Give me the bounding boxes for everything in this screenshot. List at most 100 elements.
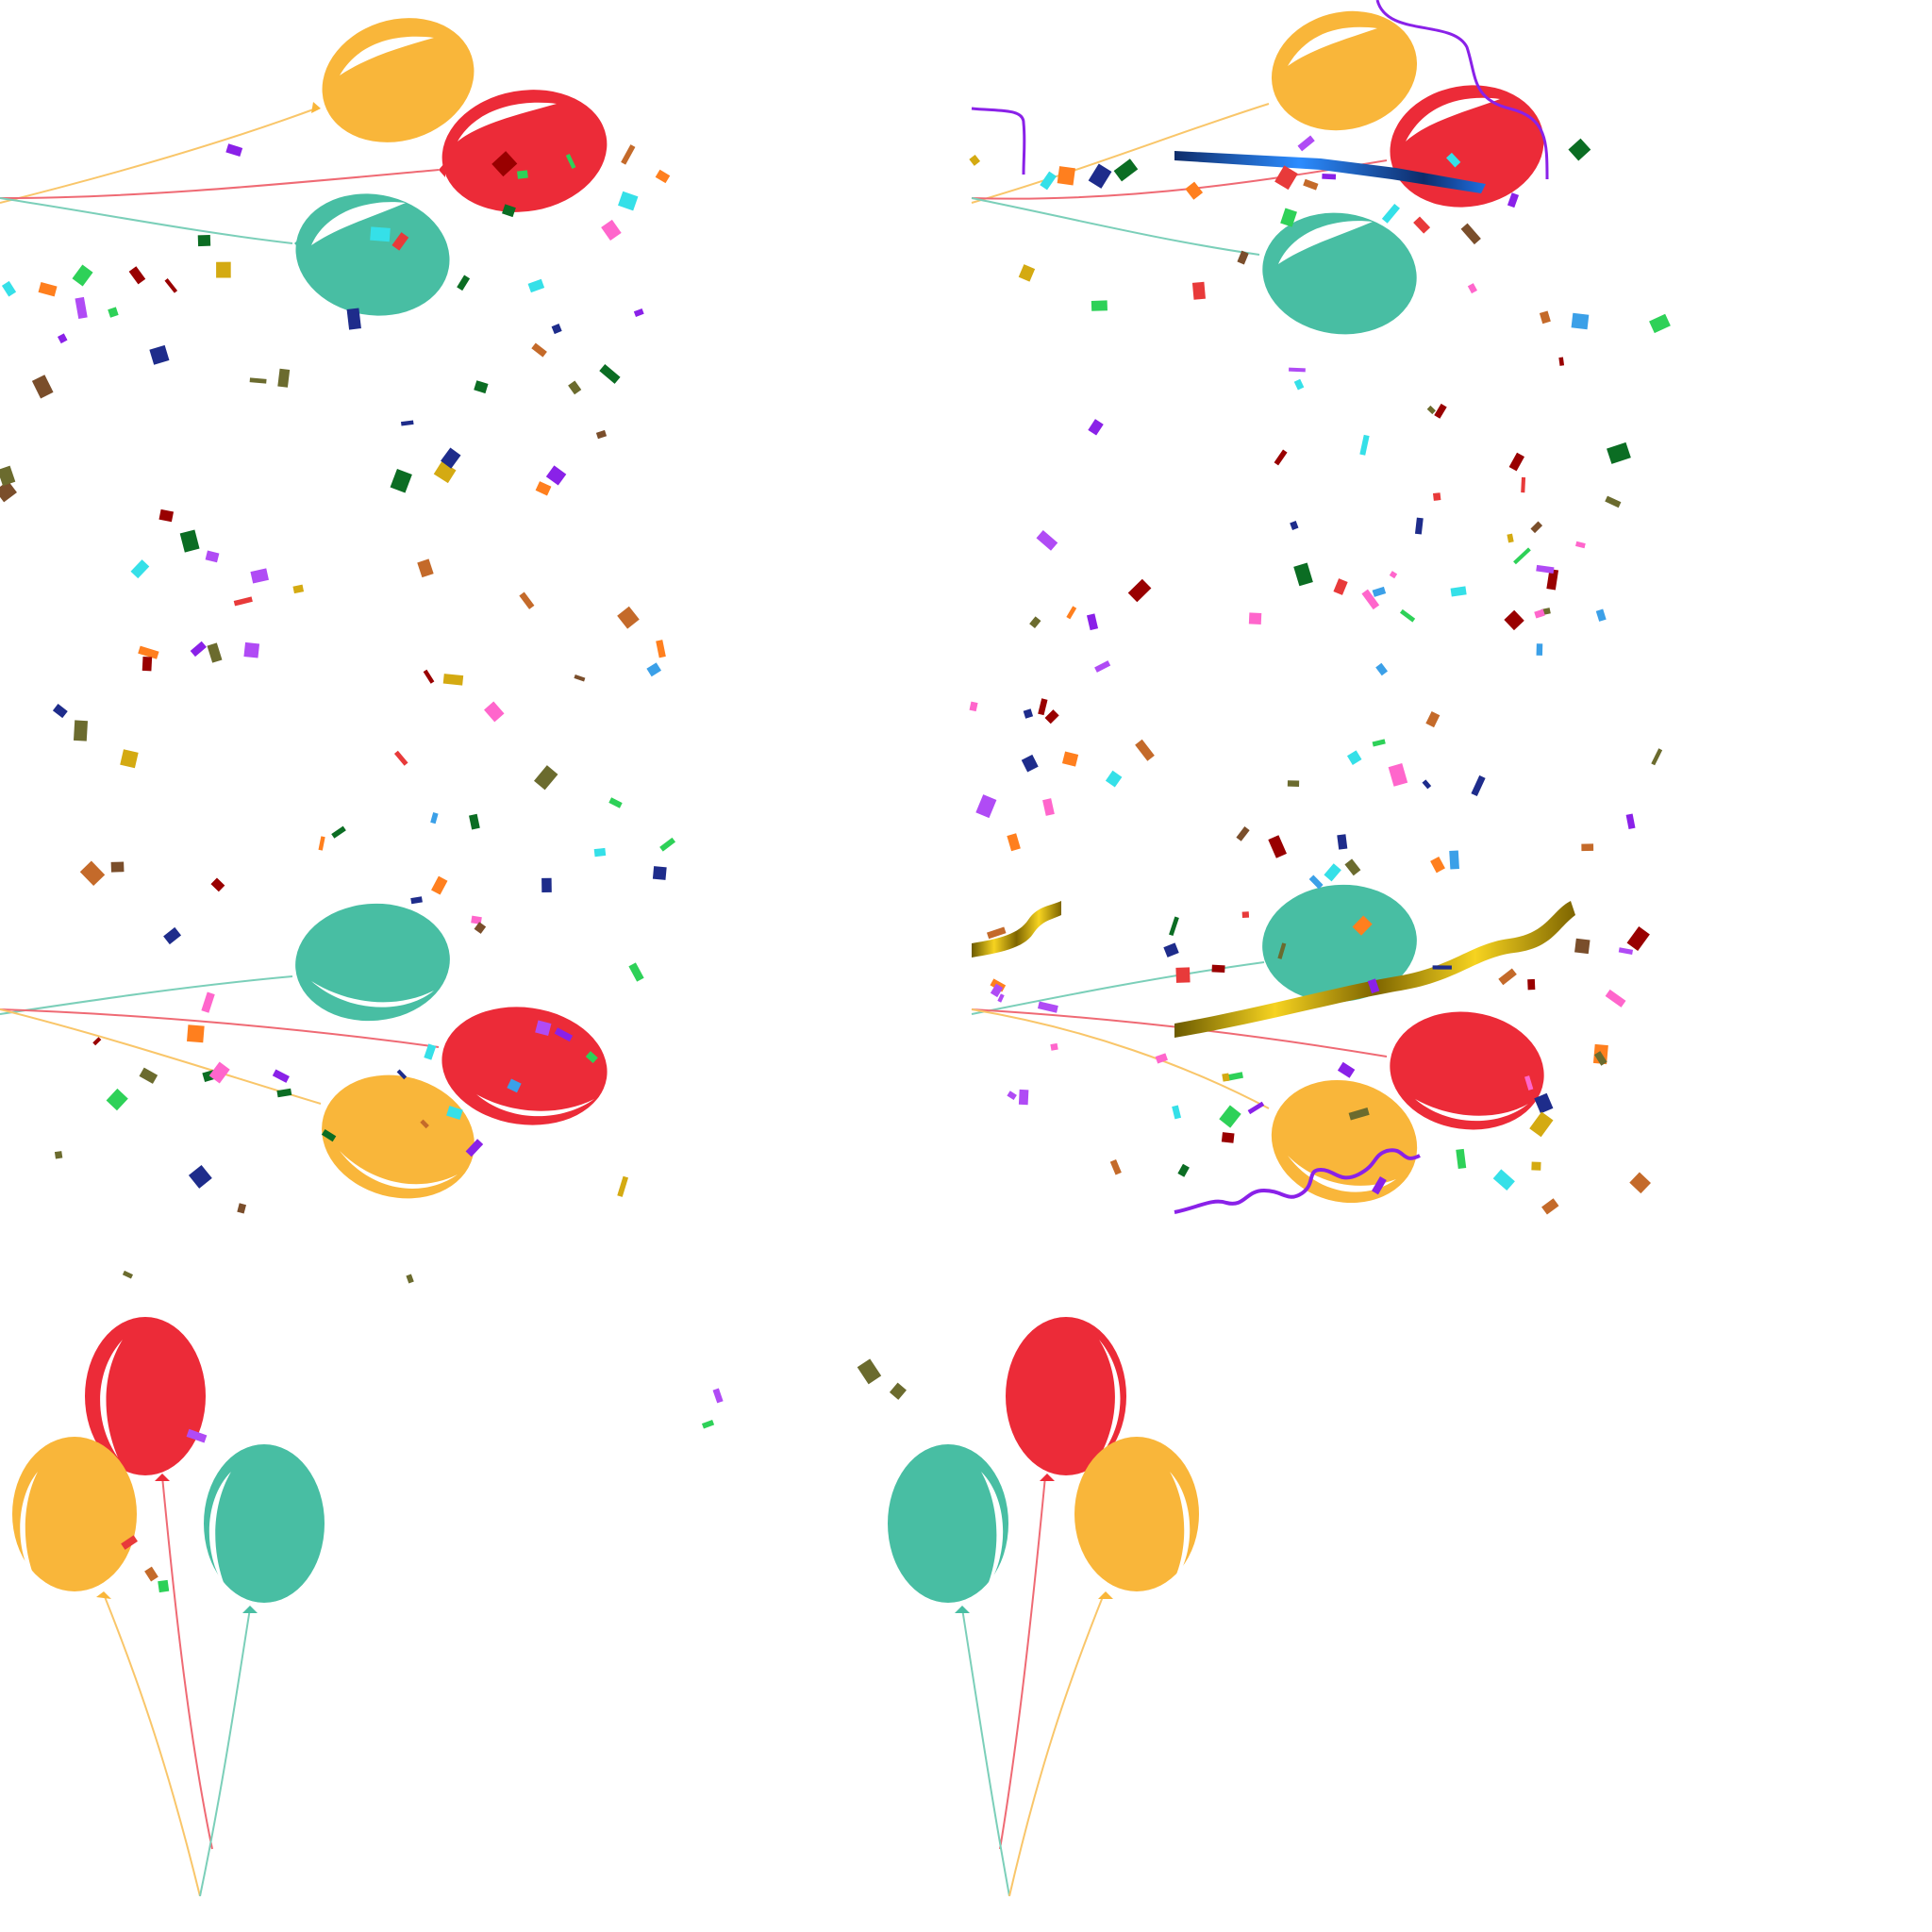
confetti-piece-icon (250, 568, 269, 584)
confetti-piece-icon (431, 875, 448, 895)
confetti-piece-icon (986, 926, 1007, 940)
confetti-piece-icon (1372, 739, 1386, 747)
confetti-piece-icon (1280, 208, 1297, 227)
confetti-piece-icon (1534, 608, 1545, 619)
confetti-piece-icon (233, 596, 253, 607)
balloon-icon (439, 90, 608, 212)
ribbon-streamer-icon (1375, 0, 1549, 180)
confetti-piece-icon (207, 642, 223, 663)
confetti-piece-icon (1574, 938, 1591, 955)
confetti-piece-icon (390, 468, 412, 493)
balloon-icon (295, 903, 450, 1022)
confetti-piece-icon (1037, 1001, 1058, 1013)
confetti-piece-icon (889, 1382, 907, 1400)
string-red (0, 1008, 440, 1048)
confetti-piece-icon (1521, 476, 1526, 493)
confetti-piece-icon (1029, 616, 1041, 629)
confetti-piece-icon (424, 1043, 437, 1060)
confetti-piece-icon (1425, 710, 1441, 728)
confetti-piece-icon (149, 344, 170, 365)
confetti-piece-icon (197, 234, 211, 247)
confetti-piece-icon (1219, 1105, 1241, 1128)
confetti-piece-icon (574, 675, 586, 682)
confetti-piece-icon (621, 144, 636, 165)
confetti-piece-icon (237, 1203, 246, 1214)
confetti-piece-icon (442, 674, 464, 686)
confetti-piece-icon (969, 701, 978, 712)
confetti-piece-icon (1289, 367, 1306, 373)
confetti-piece-icon (276, 1088, 292, 1098)
confetti-piece-icon (1536, 564, 1555, 574)
confetti-piece-icon (205, 550, 220, 563)
confetti-piece-icon (1367, 978, 1380, 994)
confetti-piece-icon (969, 154, 981, 166)
confetti-piece-icon (1226, 1072, 1243, 1081)
confetti-piece-icon (1036, 529, 1058, 551)
confetti-piece-icon (1297, 135, 1315, 152)
confetti-piece-icon (1007, 1091, 1017, 1101)
confetti-piece-icon (1222, 1073, 1230, 1082)
string-yellow (0, 108, 317, 204)
confetti-piece-icon (433, 460, 457, 484)
confetti-piece-icon (1524, 1075, 1534, 1091)
confetti-piece-icon (1337, 834, 1348, 850)
confetti-piece-icon (593, 847, 607, 858)
confetti-piece-icon (1127, 578, 1152, 603)
confetti-piece-icon (1471, 774, 1486, 796)
confetti-layer (0, 135, 1671, 1593)
confetti-piece-icon (1571, 312, 1590, 330)
ribbon-streamer-icon (971, 107, 1026, 175)
confetti-piece-icon (1088, 163, 1112, 189)
confetti-piece-icon (38, 281, 58, 297)
confetti-piece-icon (554, 1027, 574, 1042)
confetti-piece-icon (249, 377, 267, 384)
string-yellow (0, 1008, 322, 1105)
confetti-piece-icon (73, 720, 89, 741)
confetti-piece-icon (1322, 173, 1337, 180)
confetti-piece-icon (565, 154, 576, 169)
confetti-piece-icon (1177, 1163, 1190, 1177)
confetti-piece-icon (652, 866, 667, 880)
confetti-piece-icon (216, 261, 231, 278)
confetti-piece-icon (1247, 1101, 1265, 1115)
balloon-icon (311, 18, 475, 142)
balloon-icon (12, 1437, 137, 1599)
confetti-piece-icon (1333, 578, 1348, 595)
confetti-piece-icon (1626, 926, 1650, 951)
confetti-piece-icon (1344, 858, 1361, 876)
panel-top-left (0, 18, 608, 1199)
confetti-piece-icon (1094, 660, 1111, 673)
confetti-piece-icon (618, 191, 639, 211)
confetti-piece-icon (527, 278, 545, 293)
confetti-piece-icon (1541, 1198, 1559, 1215)
confetti-piece-icon (1088, 419, 1104, 436)
string-teal (961, 1607, 1010, 1897)
confetti-piece-icon (656, 640, 666, 658)
ribbon-streamer-icon (1174, 151, 1486, 193)
string-red (0, 169, 440, 199)
string-yellow (971, 103, 1270, 204)
confetti-piece-icon (541, 877, 552, 892)
confetti-piece-icon (1607, 441, 1631, 464)
string-teal (199, 1607, 251, 1897)
string-yellow (1008, 1593, 1105, 1897)
string-teal (971, 197, 1260, 256)
confetti-piece-icon (1038, 698, 1048, 716)
confetti-piece-icon (1248, 612, 1262, 625)
confetti-piece-icon (164, 278, 178, 293)
confetti-piece-icon (1018, 1089, 1029, 1106)
confetti-piece-icon (1221, 1132, 1235, 1143)
confetti-piece-icon (491, 151, 518, 177)
confetti-piece-icon (585, 1051, 598, 1064)
confetti-piece-icon (646, 662, 662, 677)
confetti-piece-icon (1498, 968, 1517, 986)
confetti-piece-icon (517, 170, 528, 179)
confetti-piece-icon (1618, 947, 1634, 955)
confetti-piece-icon (1450, 586, 1467, 597)
panel-bottom-left (12, 1317, 325, 1897)
confetti-piece-icon (997, 993, 1005, 1003)
confetti-piece-icon (186, 1428, 208, 1443)
confetti-piece-icon (1287, 780, 1300, 787)
confetti-piece-icon (110, 861, 125, 873)
confetti-piece-icon (1040, 171, 1057, 191)
